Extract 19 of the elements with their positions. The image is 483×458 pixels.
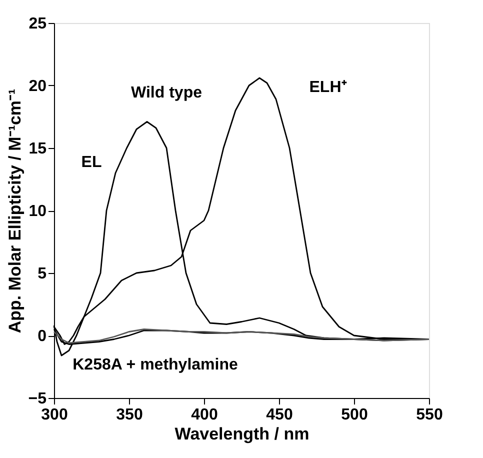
y-tick-label: 0 [38,328,47,345]
annotation: EL [81,154,102,171]
x-tick-label: 500 [341,406,368,424]
y-tick-label: 25 [28,16,47,32]
x-tick-label: 550 [416,406,443,424]
x-tick-label: 300 [41,406,68,424]
annotation: Wild type [131,84,202,102]
annotation: K258A + methylamine [72,356,238,374]
x-axis-title: Wavelength / nm [174,424,310,444]
x-tick-label: 450 [266,406,293,424]
x-tick-label: 400 [191,406,218,424]
x-tick-label: 350 [116,406,143,424]
y-axis-title: App. Molar Ellipticity / M⁻¹cm⁻¹ [5,88,24,334]
y-tick-label: 20 [28,78,47,95]
annotation: ELH⁺ [309,78,348,96]
y-tick-label: 15 [28,140,47,158]
y-tick-label: 5 [38,266,47,282]
y-tick-label: 10 [28,203,47,220]
y-tick-label: −5 [28,390,47,408]
